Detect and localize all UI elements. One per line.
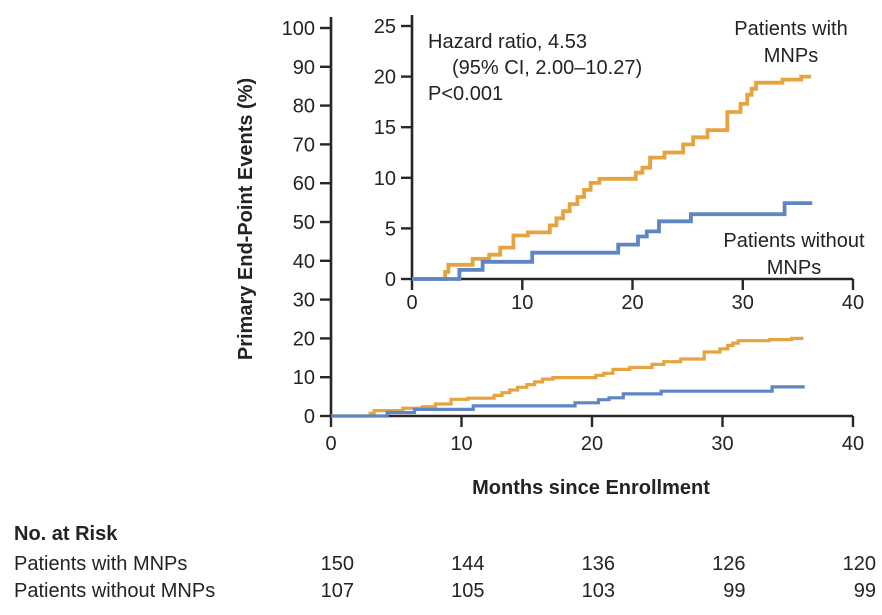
main-curve-with-mnps [331,336,804,418]
main-y-tick-label: 20 [293,328,315,350]
series-label-without-mnps-line1: Patients without [723,230,865,252]
risk-count-with-mnps: 120 [843,553,876,575]
risk-table-values: 150 144 136 126 120 107 105 103 99 99 [321,553,876,602]
main-y-tick-label: 50 [293,212,315,234]
main-x-tick-label: 40 [842,433,864,455]
risk-count-without-mnps: 105 [451,580,484,602]
risk-row-label-with-mnps: Patients with MNPs [14,553,187,575]
main-y-tick-label: 70 [293,134,315,156]
x-axis-title: Months since Enrollment [472,477,710,499]
series-label-with-mnps-line1: Patients with [734,18,847,40]
annotation-hazard-ratio: Hazard ratio, 4.53 [428,31,587,53]
risk-count-without-mnps: 99 [723,580,745,602]
main-curve-without-mnps [331,385,805,418]
main-y-tick-label: 0 [304,406,315,428]
main-y-tick-label: 40 [293,251,315,273]
risk-table-title: No. at Risk [14,523,118,545]
y-axis-title: Primary End-Point Events (%) [235,78,257,360]
main-y-tick-label: 30 [293,290,315,312]
main-x-tick-label: 30 [711,433,733,455]
main-y-tick-label: 80 [293,96,315,118]
risk-count-without-mnps: 107 [321,580,354,602]
annotation-confidence-interval: (95% CI, 2.00–10.27) [452,57,642,79]
inset-y-tick-label: 15 [374,117,396,139]
inset-y-tick-label: 20 [374,67,396,89]
main-y-tick-label: 90 [293,57,315,79]
risk-count-with-mnps: 126 [712,553,745,575]
inset-x-tick-label: 0 [406,292,417,314]
inset-x-tick-label: 10 [511,292,533,314]
risk-count-without-mnps: 103 [582,580,615,602]
main-y-tick-label: 100 [282,18,315,40]
risk-count-without-mnps: 99 [854,580,876,602]
inset-x-tick-label: 40 [842,292,864,314]
inset-y-tick-label: 10 [374,168,396,190]
series-label-with-mnps-line2: MNPs [764,45,818,67]
inset-y-tick-label: 25 [374,16,396,38]
risk-count-with-mnps: 150 [321,553,354,575]
annotation-p-value: P<0.001 [428,83,503,105]
inset-x-tick-label: 20 [621,292,643,314]
inset-curve-without-mnps [412,201,813,281]
main-y-tick-label: 10 [293,367,315,389]
series-label-without-mnps-line2: MNPs [767,257,821,279]
inset-y-tick-label: 0 [385,269,396,291]
inset-y-tick-label: 5 [385,218,396,240]
inset-x-tick-label: 30 [732,292,754,314]
risk-row-label-without-mnps: Patients without MNPs [14,580,215,602]
main-x-tick-label: 0 [325,433,336,455]
risk-count-with-mnps: 136 [582,553,615,575]
inset-plot: 0 5 10 15 20 25 0 10 20 30 40 [374,15,864,314]
main-x-tick-label: 10 [450,433,472,455]
main-y-tick-label: 60 [293,173,315,195]
risk-count-with-mnps: 144 [451,553,484,575]
main-x-tick-label: 20 [581,433,603,455]
inset-curve-with-mnps [412,74,812,281]
